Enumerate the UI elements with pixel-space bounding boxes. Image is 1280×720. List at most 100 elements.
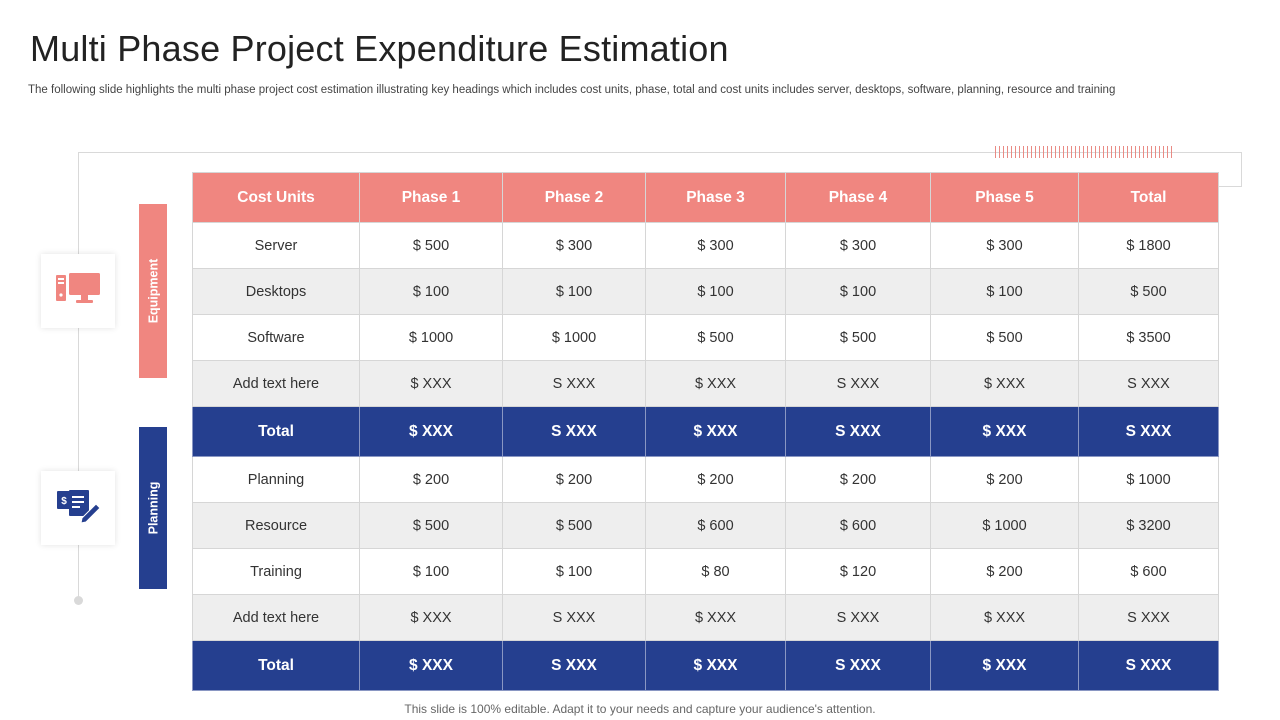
- value-cell: S XXX: [502, 640, 646, 691]
- value-cell: $ 1000: [1078, 456, 1219, 503]
- value-cell: $ 500: [930, 314, 1079, 361]
- value-cell: S XXX: [502, 360, 646, 407]
- cost-unit-cell: Server: [192, 222, 360, 269]
- column-header: Phase 2: [502, 172, 646, 223]
- value-cell: $ 1800: [1078, 222, 1219, 269]
- value-cell: $ 500: [645, 314, 786, 361]
- value-cell: $ 80: [645, 548, 786, 595]
- frame-line: [1241, 152, 1242, 187]
- cost-unit-cell: Resource: [192, 502, 360, 549]
- document-edit-icon: $: [54, 488, 102, 529]
- value-cell: $ 500: [359, 502, 503, 549]
- value-cell: $ XXX: [645, 360, 786, 407]
- table-row: Planning $ 200 $ 200 $ 200 $ 200 $ 200 $ 1000: [192, 456, 1219, 503]
- value-cell: $ 100: [645, 268, 786, 315]
- table-header-row: Cost Units Phase 1 Phase 2 Phase 3 Phase…: [192, 172, 1219, 223]
- value-cell: $ 100: [502, 268, 646, 315]
- cost-unit-cell: Software: [192, 314, 360, 361]
- value-cell: $ 500: [785, 314, 931, 361]
- value-cell: $ 100: [359, 268, 503, 315]
- value-cell: $ 100: [930, 268, 1079, 315]
- value-cell: $ 300: [502, 222, 646, 269]
- table-total-row: Total $ XXX S XXX $ XXX S XXX $ XXX S XXX: [192, 406, 1219, 457]
- cost-table: Cost Units Phase 1 Phase 2 Phase 3 Phase…: [192, 172, 1219, 691]
- value-cell: $ 200: [785, 456, 931, 503]
- equipment-label: Equipment: [146, 258, 160, 324]
- value-cell: $ 120: [785, 548, 931, 595]
- footer-note: This slide is 100% editable. Adapt it to…: [404, 702, 876, 716]
- cost-unit-cell: Add text here: [192, 594, 360, 641]
- column-header: Phase 5: [930, 172, 1079, 223]
- value-cell: $ 600: [1078, 548, 1219, 595]
- value-cell: $ XXX: [930, 406, 1079, 457]
- cost-unit-cell: Add text here: [192, 360, 360, 407]
- value-cell: $ XXX: [359, 360, 503, 407]
- value-cell: $ 100: [359, 548, 503, 595]
- column-header: Total: [1078, 172, 1219, 223]
- column-header: Phase 1: [359, 172, 503, 223]
- value-cell: $ 200: [930, 456, 1079, 503]
- table-row: Server $ 500 $ 300 $ 300 $ 300 $ 300 $ 1800: [192, 222, 1219, 269]
- value-cell: S XXX: [785, 360, 931, 407]
- table-row: Training $ 100 $ 100 $ 80 $ 120 $ 200 $ 600: [192, 548, 1219, 595]
- value-cell: $ 500: [502, 502, 646, 549]
- table-total-row: Total $ XXX S XXX $ XXX S XXX $ XXX S XXX: [192, 640, 1219, 691]
- value-cell: S XXX: [785, 406, 931, 457]
- planning-icon-card: $: [41, 471, 115, 545]
- table-row: Resource $ 500 $ 500 $ 600 $ 600 $ 1000 $ 3200: [192, 502, 1219, 549]
- column-header: Cost Units: [192, 172, 360, 223]
- decorative-stripes: [995, 146, 1175, 158]
- computer-icon: [54, 271, 102, 312]
- value-cell: $ 200: [359, 456, 503, 503]
- planning-category-bar: Planning: [139, 427, 167, 589]
- value-cell: $ 100: [785, 268, 931, 315]
- value-cell: $ 600: [645, 502, 786, 549]
- value-cell: $ XXX: [359, 640, 503, 691]
- cost-unit-cell: Desktops: [192, 268, 360, 315]
- equipment-category-bar: Equipment: [139, 204, 167, 378]
- cost-unit-cell: Training: [192, 548, 360, 595]
- value-cell: $ XXX: [645, 406, 786, 457]
- page-subtitle: The following slide highlights the multi…: [28, 84, 1116, 96]
- value-cell: S XXX: [502, 406, 646, 457]
- cost-unit-cell: Total: [192, 640, 360, 691]
- value-cell: $ XXX: [359, 594, 503, 641]
- table-row: Desktops $ 100 $ 100 $ 100 $ 100 $ 100 $ 500: [192, 268, 1219, 315]
- value-cell: $ 1000: [359, 314, 503, 361]
- frame-line: [78, 152, 1242, 153]
- value-cell: $ 3200: [1078, 502, 1219, 549]
- value-cell: S XXX: [1078, 360, 1219, 407]
- value-cell: $ 300: [930, 222, 1079, 269]
- value-cell: $ 200: [930, 548, 1079, 595]
- value-cell: $ 500: [359, 222, 503, 269]
- value-cell: $ 300: [785, 222, 931, 269]
- value-cell: S XXX: [785, 594, 931, 641]
- value-cell: $ 200: [502, 456, 646, 503]
- value-cell: $ 100: [502, 548, 646, 595]
- value-cell: $ 500: [1078, 268, 1219, 315]
- table-row: Add text here $ XXX S XXX $ XXX S XXX $ XXX S …: [192, 594, 1219, 641]
- value-cell: $ XXX: [930, 594, 1079, 641]
- column-header: Phase 4: [785, 172, 931, 223]
- page-title: Multi Phase Project Expenditure Estimati…: [30, 28, 729, 69]
- value-cell: $ 1000: [502, 314, 646, 361]
- cost-unit-cell: Total: [192, 406, 360, 457]
- cost-unit-cell: Planning: [192, 456, 360, 503]
- frame-line: [78, 152, 79, 598]
- value-cell: $ 3500: [1078, 314, 1219, 361]
- column-header: Phase 3: [645, 172, 786, 223]
- value-cell: S XXX: [502, 594, 646, 641]
- frame-dot: [74, 596, 83, 605]
- value-cell: $ XXX: [645, 640, 786, 691]
- value-cell: S XXX: [1078, 406, 1219, 457]
- value-cell: S XXX: [1078, 640, 1219, 691]
- svg-text:$: $: [61, 496, 67, 507]
- table-row: Add text here $ XXX S XXX $ XXX S XXX $ XXX S …: [192, 360, 1219, 407]
- value-cell: S XXX: [785, 640, 931, 691]
- equipment-icon-card: [41, 254, 115, 328]
- value-cell: $ XXX: [645, 594, 786, 641]
- value-cell: $ XXX: [359, 406, 503, 457]
- value-cell: S XXX: [1078, 594, 1219, 641]
- planning-label: Planning: [146, 481, 160, 535]
- value-cell: $ 200: [645, 456, 786, 503]
